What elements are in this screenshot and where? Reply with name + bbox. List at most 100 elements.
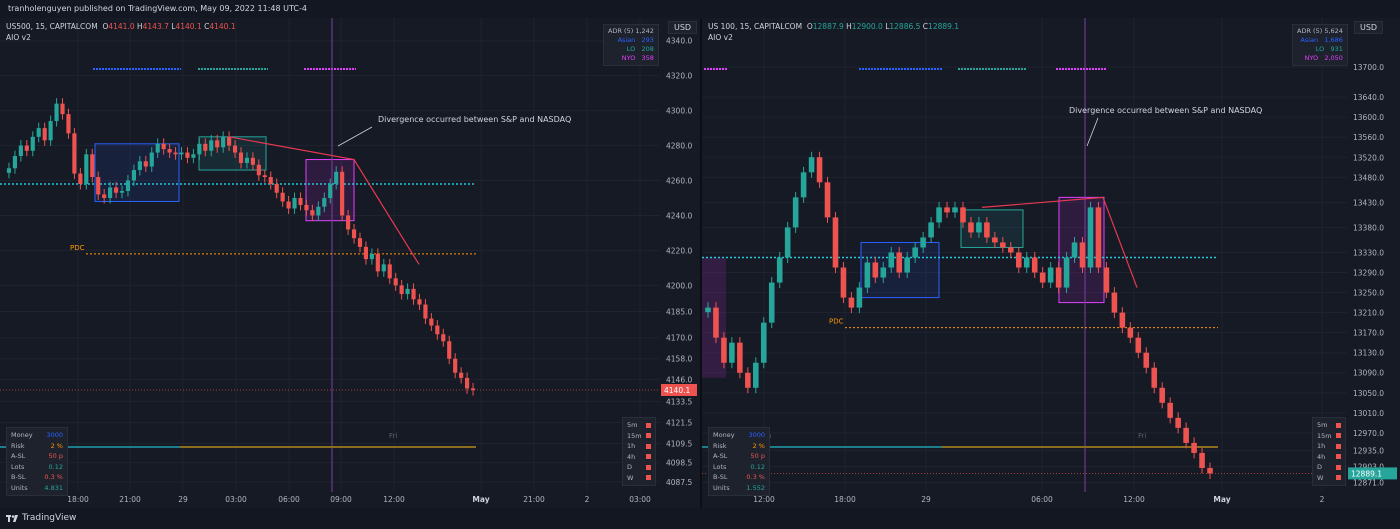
candle-body: [1191, 442, 1197, 453]
x-tick-label: May: [1213, 495, 1230, 504]
y-tick-label: 4133.5: [666, 398, 692, 407]
currency-label[interactable]: USD: [1354, 21, 1384, 34]
tf-label: 1h: [627, 442, 636, 450]
candle-body: [760, 322, 767, 363]
candle-body: [268, 177, 273, 184]
candle-body: [470, 388, 476, 391]
adr-row-value: 1,686: [1324, 36, 1343, 44]
candle-body: [375, 253, 380, 272]
timeframe-panel: 5m 15m 1h 4h D W: [622, 417, 656, 486]
chart-panel-spx[interactable]: 4340.0 4320.0 4300.0 4280.0 4260.0 4240.0 4220…: [0, 18, 700, 508]
candle-body: [42, 128, 47, 141]
candle-body: [441, 334, 446, 342]
candle-body: [161, 143, 166, 150]
candle-body: [232, 145, 238, 153]
candle-body: [1079, 242, 1086, 268]
last-price-label: 12889.1: [1351, 469, 1382, 478]
y-tick-label: 12871.0: [1353, 478, 1384, 487]
candle-body: [984, 222, 990, 238]
ohlc-open: 4141.0: [108, 22, 135, 31]
tf-label: W: [1317, 473, 1324, 482]
candle-body: [459, 372, 464, 378]
divergence-line: [228, 136, 420, 265]
candle-body: [784, 227, 791, 258]
adr-title: ADR (5): [608, 27, 634, 35]
tf-label: W: [627, 473, 634, 482]
last-price-tag: [1348, 467, 1397, 480]
candle-body: [753, 362, 759, 388]
candle-body: [167, 149, 172, 153]
candle-body: [864, 262, 871, 288]
divergence-annotation: Divergence occurred between S&P and NASD…: [1069, 106, 1262, 115]
adr-value: 5,624: [1324, 27, 1343, 35]
chart-canvas-spx[interactable]: 4340.0 4320.0 4300.0 4280.0 4260.0 4240.0 4220…: [0, 18, 700, 508]
last-price-tag: [661, 383, 697, 396]
candle-body: [149, 152, 154, 167]
indicator-name: AIO v2: [708, 33, 733, 42]
candle-body: [173, 152, 178, 155]
y-tick-label: 13600.0: [1353, 113, 1384, 122]
info-value: 2 %: [752, 441, 765, 450]
y-tick-label: 13520.0: [1353, 153, 1384, 162]
info-key: Money: [11, 431, 33, 439]
risk-info-panel: Money 3000 Risk 2 % A-SL 50 p Lots 0.12 B-SL…: [708, 427, 770, 496]
currency-label[interactable]: USD: [668, 21, 698, 34]
candle-body: [1135, 337, 1142, 353]
candle-body: [256, 164, 261, 176]
x-tick-label: 12:00: [753, 495, 775, 504]
y-tick-label: 12903.0: [1353, 462, 1384, 471]
candle-body: [816, 157, 823, 183]
chart-panel-ndx[interactable]: 13700.0 13640.0 13600.0 13560.0 13520.0 13480…: [702, 18, 1400, 508]
adr-row-name: Asian: [1300, 36, 1319, 44]
info-key: B-SL: [11, 473, 26, 481]
adr-table: ADR (5) 1,242 Asian 293 LO 208 NYO 358: [603, 24, 659, 66]
candle-body: [304, 204, 309, 211]
adr-value: 1,242: [635, 27, 654, 35]
candle-body: [48, 121, 53, 141]
candle-body: [1031, 257, 1038, 273]
brand-name: TradingView: [22, 513, 77, 523]
candle-body: [1167, 402, 1173, 418]
candle-body: [357, 238, 363, 247]
candle-body: [1015, 252, 1022, 268]
info-value: 0.3 %: [44, 473, 63, 481]
candle-body: [209, 140, 214, 151]
info-key: Units: [11, 483, 28, 492]
candle-body: [1055, 267, 1062, 288]
info-key: Units: [713, 483, 730, 492]
candle-body: [298, 197, 303, 205]
candle-body: [968, 222, 974, 233]
y-tick-label: 12970.0: [1353, 429, 1384, 438]
candle-body: [800, 172, 807, 198]
price-axis: [1347, 18, 1400, 508]
info-key: A-SL: [11, 452, 26, 460]
symbol-title: US 100, 15, CAPITALCOM: [708, 22, 803, 31]
tf-status-dot: [1336, 475, 1341, 481]
candle-body: [1119, 312, 1126, 328]
x-tick-label: 12:00: [383, 495, 405, 504]
candle-body: [108, 187, 113, 198]
ohlc-high: 4143.7: [142, 22, 169, 31]
x-tick-label: 09:00: [330, 495, 352, 504]
candle-body: [215, 140, 220, 148]
y-tick-label: 4170.0: [666, 334, 692, 343]
y-tick-label: 4320.0: [666, 72, 692, 81]
pdc-label: PDC: [70, 244, 85, 252]
candle-body: [872, 262, 879, 278]
y-tick-label: 13050.0: [1353, 389, 1384, 398]
adr-row-value: 293: [641, 36, 654, 44]
candle-body: [856, 287, 863, 308]
candle-body: [78, 173, 83, 184]
last-price-label: 4140.1: [664, 386, 690, 395]
candle-body: [1199, 452, 1205, 468]
info-value: 3000: [748, 431, 765, 439]
candle-body: [1103, 267, 1110, 293]
info-key: Risk: [11, 441, 25, 450]
tf-label: 15m: [1317, 431, 1332, 440]
tf-label: 5m: [627, 421, 638, 429]
risk-info-panel: Money 3000 Risk 2 % A-SL 50 p Lots 0.12 B-SL…: [6, 427, 68, 496]
candle-body: [1159, 387, 1165, 403]
candle-body: [713, 307, 719, 338]
candle-body: [369, 253, 374, 260]
chart-canvas-ndx[interactable]: 13700.0 13640.0 13600.0 13560.0 13520.0 13480…: [702, 18, 1400, 508]
